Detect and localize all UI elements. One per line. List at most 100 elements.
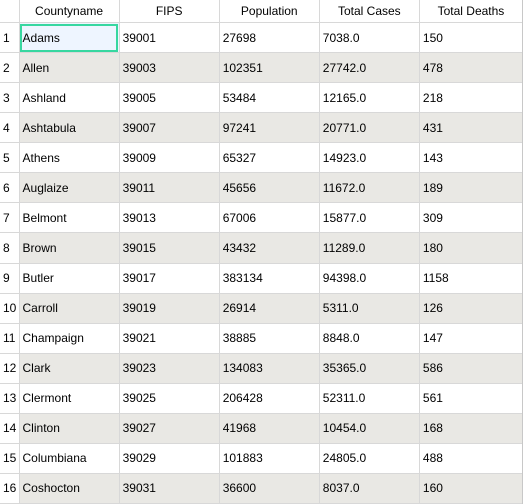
- cell-population[interactable]: 101883: [218, 442, 320, 474]
- cell-total-deaths[interactable]: 168: [418, 412, 523, 444]
- cell-population[interactable]: 36600: [218, 472, 320, 504]
- cell-total-cases[interactable]: 7038.0: [318, 21, 420, 54]
- cell-population[interactable]: 67006: [218, 202, 320, 234]
- corner-cell[interactable]: [0, 0, 20, 23]
- table-row[interactable]: 14 Clinton 39027 41968 10454.0 168: [0, 412, 523, 444]
- table-row[interactable]: 8 Brown 39015 43432 11289.0 180: [0, 232, 523, 264]
- cell-countyname[interactable]: Auglaize: [18, 172, 120, 204]
- table-row[interactable]: 4 Ashtabula 39007 97241 20771.0 431: [0, 112, 523, 144]
- row-header[interactable]: 14: [0, 412, 20, 444]
- table-row[interactable]: 5 Athens 39009 65327 14923.0 143: [0, 142, 523, 174]
- table-row[interactable]: 6 Auglaize 39011 45656 11672.0 189: [0, 172, 523, 204]
- row-header[interactable]: 6: [0, 172, 20, 204]
- row-header[interactable]: 2: [0, 52, 20, 84]
- cell-countyname[interactable]: Butler: [18, 262, 120, 294]
- cell-fips[interactable]: 39025: [118, 382, 220, 414]
- cell-total-deaths[interactable]: 126: [418, 292, 523, 324]
- cell-population[interactable]: 65327: [218, 142, 320, 174]
- cell-population[interactable]: 53484: [218, 82, 320, 114]
- cell-total-deaths[interactable]: 431: [418, 112, 523, 144]
- cell-total-cases[interactable]: 11672.0: [318, 172, 420, 204]
- cell-total-cases[interactable]: 5311.0: [318, 292, 420, 324]
- cell-fips[interactable]: 39009: [118, 142, 220, 174]
- row-header[interactable]: 10: [0, 292, 20, 324]
- table-row[interactable]: 16 Coshocton 39031 36600 8037.0 160: [0, 472, 523, 504]
- cell-fips[interactable]: 39023: [118, 352, 220, 384]
- table-row[interactable]: 12 Clark 39023 134083 35365.0 586: [0, 352, 523, 384]
- cell-fips[interactable]: 39027: [118, 412, 220, 444]
- cell-total-cases[interactable]: 24805.0: [318, 442, 420, 474]
- row-header[interactable]: 8: [0, 232, 20, 264]
- cell-fips[interactable]: 39015: [118, 232, 220, 264]
- cell-countyname[interactable]: Belmont: [18, 202, 120, 234]
- cell-countyname[interactable]: Clermont: [18, 382, 120, 414]
- cell-fips[interactable]: 39031: [118, 472, 220, 504]
- cell-countyname[interactable]: Adams: [18, 21, 120, 54]
- cell-fips[interactable]: 39021: [118, 322, 220, 354]
- table-row[interactable]: 15 Columbiana 39029 101883 24805.0 488: [0, 442, 523, 474]
- column-header-countyname[interactable]: Countyname: [18, 0, 120, 23]
- cell-total-cases[interactable]: 11289.0: [318, 232, 420, 264]
- cell-total-cases[interactable]: 12165.0: [318, 82, 420, 114]
- cell-population[interactable]: 27698: [218, 21, 320, 54]
- row-header[interactable]: 3: [0, 82, 20, 114]
- cell-population[interactable]: 26914: [218, 292, 320, 324]
- cell-total-deaths[interactable]: 1158: [418, 262, 523, 294]
- cell-population[interactable]: 38885: [218, 322, 320, 354]
- cell-countyname[interactable]: Ashland: [18, 82, 120, 114]
- cell-total-cases[interactable]: 8037.0: [318, 472, 420, 504]
- cell-fips[interactable]: 39005: [118, 82, 220, 114]
- cell-population[interactable]: 97241: [218, 112, 320, 144]
- row-header[interactable]: 12: [0, 352, 20, 384]
- column-header-total-cases[interactable]: Total Cases: [318, 0, 420, 23]
- cell-fips[interactable]: 39011: [118, 172, 220, 204]
- cell-countyname[interactable]: Allen: [18, 52, 120, 84]
- row-header[interactable]: 16: [0, 472, 20, 504]
- cell-fips[interactable]: 39001: [118, 21, 220, 54]
- cell-countyname[interactable]: Coshocton: [18, 472, 120, 504]
- cell-total-deaths[interactable]: 143: [418, 142, 523, 174]
- cell-countyname[interactable]: Athens: [18, 142, 120, 174]
- cell-countyname[interactable]: Clark: [18, 352, 120, 384]
- cell-total-deaths[interactable]: 561: [418, 382, 523, 414]
- row-header[interactable]: 9: [0, 262, 20, 294]
- table-row[interactable]: 9 Butler 39017 383134 94398.0 1158: [0, 262, 523, 294]
- table-row[interactable]: 11 Champaign 39021 38885 8848.0 147: [0, 322, 523, 354]
- row-header[interactable]: 15: [0, 442, 20, 474]
- cell-total-deaths[interactable]: 160: [418, 472, 523, 504]
- cell-total-cases[interactable]: 27742.0: [318, 52, 420, 84]
- cell-population[interactable]: 134083: [218, 352, 320, 384]
- cell-total-cases[interactable]: 8848.0: [318, 322, 420, 354]
- cell-total-cases[interactable]: 52311.0: [318, 382, 420, 414]
- cell-countyname[interactable]: Brown: [18, 232, 120, 264]
- row-header[interactable]: 5: [0, 142, 20, 174]
- cell-total-cases[interactable]: 10454.0: [318, 412, 420, 444]
- cell-total-cases[interactable]: 15877.0: [318, 202, 420, 234]
- cell-countyname[interactable]: Columbiana: [18, 442, 120, 474]
- cell-total-deaths[interactable]: 488: [418, 442, 523, 474]
- cell-population[interactable]: 41968: [218, 412, 320, 444]
- cell-total-deaths[interactable]: 189: [418, 172, 523, 204]
- cell-countyname[interactable]: Carroll: [18, 292, 120, 324]
- cell-fips[interactable]: 39003: [118, 52, 220, 84]
- cell-population[interactable]: 206428: [218, 382, 320, 414]
- column-header-fips[interactable]: FIPS: [118, 0, 220, 23]
- cell-total-cases[interactable]: 94398.0: [318, 262, 420, 294]
- row-header[interactable]: 11: [0, 322, 20, 354]
- cell-population[interactable]: 43432: [218, 232, 320, 264]
- table-row[interactable]: 10 Carroll 39019 26914 5311.0 126: [0, 292, 523, 324]
- cell-population[interactable]: 45656: [218, 172, 320, 204]
- cell-total-deaths[interactable]: 147: [418, 322, 523, 354]
- table-row[interactable]: 7 Belmont 39013 67006 15877.0 309: [0, 202, 523, 234]
- cell-total-cases[interactable]: 35365.0: [318, 352, 420, 384]
- table-row[interactable]: 2 Allen 39003 102351 27742.0 478: [0, 52, 523, 84]
- cell-fips[interactable]: 39019: [118, 292, 220, 324]
- column-header-population[interactable]: Population: [218, 0, 320, 23]
- cell-fips[interactable]: 39017: [118, 262, 220, 294]
- cell-fips[interactable]: 39029: [118, 442, 220, 474]
- cell-total-deaths[interactable]: 478: [418, 52, 523, 84]
- cell-countyname[interactable]: Champaign: [18, 322, 120, 354]
- cell-countyname[interactable]: Clinton: [18, 412, 120, 444]
- cell-total-deaths[interactable]: 586: [418, 352, 523, 384]
- cell-population[interactable]: 383134: [218, 262, 320, 294]
